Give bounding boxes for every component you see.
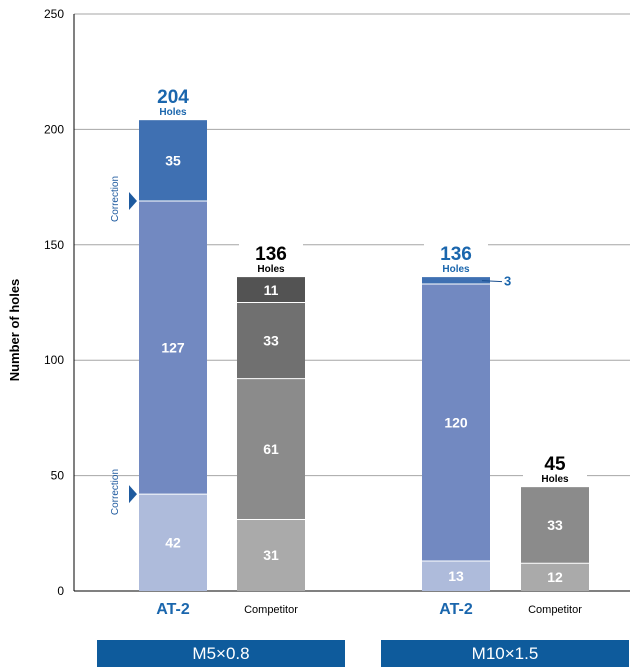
segment-value-label: 12 <box>547 569 563 585</box>
y-tick-label: 50 <box>51 469 65 483</box>
bar-segment <box>521 563 589 591</box>
bar-segment <box>139 120 207 201</box>
bar-total-value: 45 <box>544 454 566 475</box>
bar-segment <box>521 487 589 564</box>
segment-value-label: 61 <box>263 441 279 457</box>
segment-value-label: 120 <box>444 415 468 431</box>
bar-segment <box>422 277 490 285</box>
segment-value-label: 127 <box>161 340 185 356</box>
segment-value-label: 35 <box>165 153 181 169</box>
bar-total-value: 136 <box>440 244 472 265</box>
x-category-label: Competitor <box>528 604 582 616</box>
bar-segment <box>139 494 207 591</box>
segment-value-label: 11 <box>264 282 279 298</box>
group-label-m10: M10×1.5 <box>381 640 629 667</box>
x-category-label: AT-2 <box>156 601 190 618</box>
correction-label: Correction <box>110 176 121 222</box>
bar-segment <box>237 519 305 591</box>
annotations: 204HolesCorrectionCorrection136Holes3136… <box>110 87 587 515</box>
bar-segment <box>237 277 305 303</box>
bar-total-unit: Holes <box>257 264 285 275</box>
y-tick-label: 100 <box>44 353 64 367</box>
bar-total-unit: Holes <box>541 474 569 485</box>
x-category-label: Competitor <box>244 604 298 616</box>
y-tick-label: 250 <box>44 7 64 21</box>
x-axis-labels: AT-2 Competitor AT-2 Competitor <box>156 601 582 618</box>
y-tick-label: 0 <box>57 584 64 598</box>
bar-total-value: 136 <box>255 244 287 265</box>
group-label-m5: M5×0.8 <box>97 640 345 667</box>
bar-segment <box>237 378 305 520</box>
bar-total-unit: Holes <box>442 264 470 275</box>
total-label-backdrop <box>523 450 587 485</box>
segment-value-label: 31 <box>263 547 279 563</box>
bar-segment <box>139 200 207 495</box>
total-label-backdrop <box>424 240 488 275</box>
leader-line <box>481 280 503 283</box>
bar-total-unit: Holes <box>159 107 187 118</box>
bar-segment <box>237 302 305 379</box>
bars: 42 127 35 31 61 33 11 13 120 12 33 <box>139 120 589 591</box>
total-label-backdrop <box>239 240 303 275</box>
bar-segment <box>422 284 490 561</box>
y-tick-label: 150 <box>44 238 64 252</box>
segment-value-label: 13 <box>448 568 464 584</box>
correction-arrow-icon <box>129 191 137 210</box>
segment-value-label: 3 <box>504 274 511 289</box>
segment-value-label: 33 <box>547 517 563 533</box>
segment-value-label: 42 <box>165 535 181 551</box>
segment-value-label: 33 <box>263 333 279 349</box>
bar-total-value: 204 <box>157 87 189 108</box>
y-tick-label: 200 <box>44 122 64 136</box>
correction-label: Correction <box>110 469 121 515</box>
y-axis-label: Number of holes <box>7 279 22 382</box>
x-category-label: AT-2 <box>439 601 473 618</box>
bar-segment <box>422 560 490 591</box>
correction-arrow-icon <box>129 485 137 504</box>
